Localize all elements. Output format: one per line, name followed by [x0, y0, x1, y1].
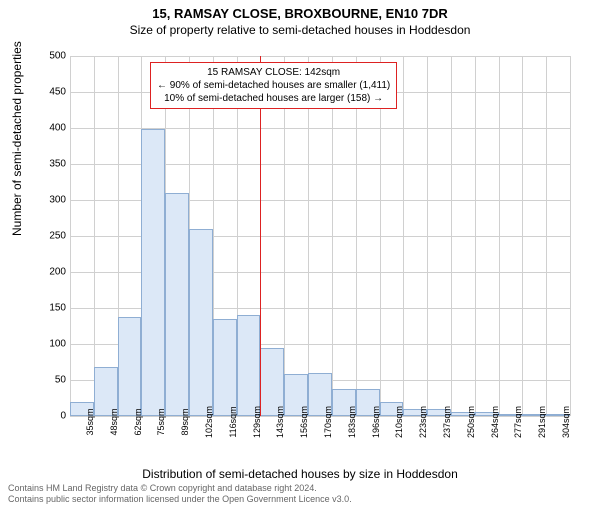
histogram-bar: [118, 317, 142, 416]
gridline-v: [499, 56, 500, 416]
histogram-bar: [165, 193, 189, 416]
reference-annotation: 15 RAMSAY CLOSE: 142sqm ← 90% of semi-de…: [150, 62, 397, 109]
gridline-v: [427, 56, 428, 416]
annotation-line3: 10% of semi-detached houses are larger (…: [157, 92, 390, 105]
gridline-v: [70, 56, 71, 416]
gridline-v: [570, 56, 571, 416]
chart-area: 05010015020025030035040045050035sqm48sqm…: [70, 56, 570, 416]
gridline-v: [308, 56, 309, 416]
plot-region: 05010015020025030035040045050035sqm48sqm…: [70, 56, 570, 416]
y-tick-label: 500: [36, 51, 66, 62]
annotation-line2: ← 90% of semi-detached houses are smalle…: [157, 79, 390, 92]
footer-line2: Contains public sector information licen…: [8, 494, 352, 504]
y-tick-label: 0: [36, 411, 66, 422]
y-tick-label: 450: [36, 87, 66, 98]
gridline-v: [380, 56, 381, 416]
x-axis-label: Distribution of semi-detached houses by …: [0, 467, 600, 481]
y-tick-label: 350: [36, 159, 66, 170]
reference-line: [260, 56, 261, 416]
gridline-v: [546, 56, 547, 416]
gridline-v: [403, 56, 404, 416]
gridline-v: [475, 56, 476, 416]
y-tick-label: 250: [36, 231, 66, 242]
chart-title: 15, RAMSAY CLOSE, BROXBOURNE, EN10 7DR: [0, 6, 600, 21]
annotation-line1: 15 RAMSAY CLOSE: 142sqm: [157, 66, 390, 79]
gridline-h: [70, 56, 570, 57]
y-tick-label: 400: [36, 123, 66, 134]
footer-line1: Contains HM Land Registry data © Crown c…: [8, 483, 352, 493]
gridline-v: [284, 56, 285, 416]
footer-attribution: Contains HM Land Registry data © Crown c…: [8, 483, 352, 504]
chart-subtitle: Size of property relative to semi-detach…: [0, 23, 600, 37]
gridline-v: [94, 56, 95, 416]
gridline-v: [356, 56, 357, 416]
gridline-v: [451, 56, 452, 416]
y-tick-label: 200: [36, 267, 66, 278]
y-tick-label: 150: [36, 303, 66, 314]
gridline-v: [522, 56, 523, 416]
y-axis-label: Number of semi-detached properties: [10, 41, 24, 236]
y-tick-label: 300: [36, 195, 66, 206]
histogram-bar: [189, 229, 213, 416]
histogram-bar: [141, 129, 165, 416]
y-tick-label: 100: [36, 339, 66, 350]
gridline-v: [332, 56, 333, 416]
histogram-bar: [237, 315, 261, 416]
histogram-bar: [213, 319, 237, 416]
y-tick-label: 50: [36, 375, 66, 386]
